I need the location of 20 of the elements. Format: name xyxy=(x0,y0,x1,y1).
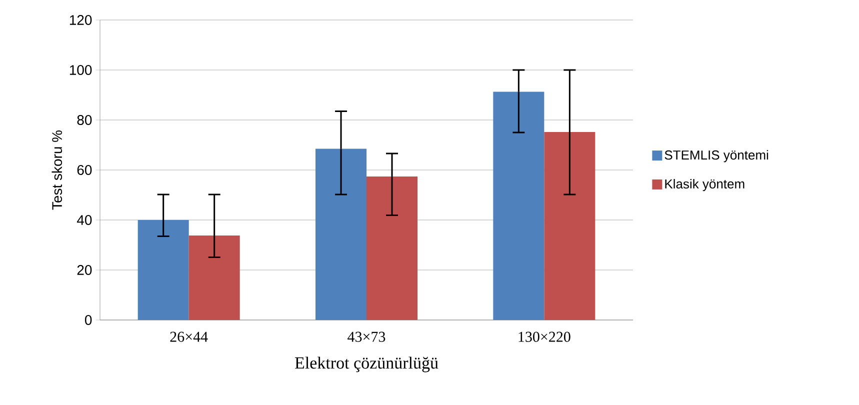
x-tick-label: 130×220 xyxy=(518,332,570,342)
bar xyxy=(138,220,189,320)
x-axis-title: Elektrot çözünürlüğü xyxy=(294,356,438,372)
y-tick-label: 60 xyxy=(77,165,92,175)
y-tick-label: 120 xyxy=(70,15,92,25)
bar xyxy=(188,236,240,320)
x-tick-label: 43×73 xyxy=(348,332,386,342)
bar xyxy=(544,132,596,320)
y-axis-title: Test skoru % xyxy=(52,130,62,210)
x-tick-label: 26×44 xyxy=(170,332,208,342)
bar xyxy=(493,92,544,320)
legend-label: Klasik yöntem xyxy=(665,178,744,192)
y-tick-label: 80 xyxy=(77,115,92,125)
y-tick-label: 0 xyxy=(84,315,92,325)
y-tick-label: 100 xyxy=(70,65,92,75)
legend-label: STEMLIS yöntemi xyxy=(664,150,768,162)
bar xyxy=(316,148,367,320)
y-tick-label: 40 xyxy=(76,215,92,225)
y-tick-label: 20 xyxy=(77,265,92,275)
bar xyxy=(366,176,418,320)
